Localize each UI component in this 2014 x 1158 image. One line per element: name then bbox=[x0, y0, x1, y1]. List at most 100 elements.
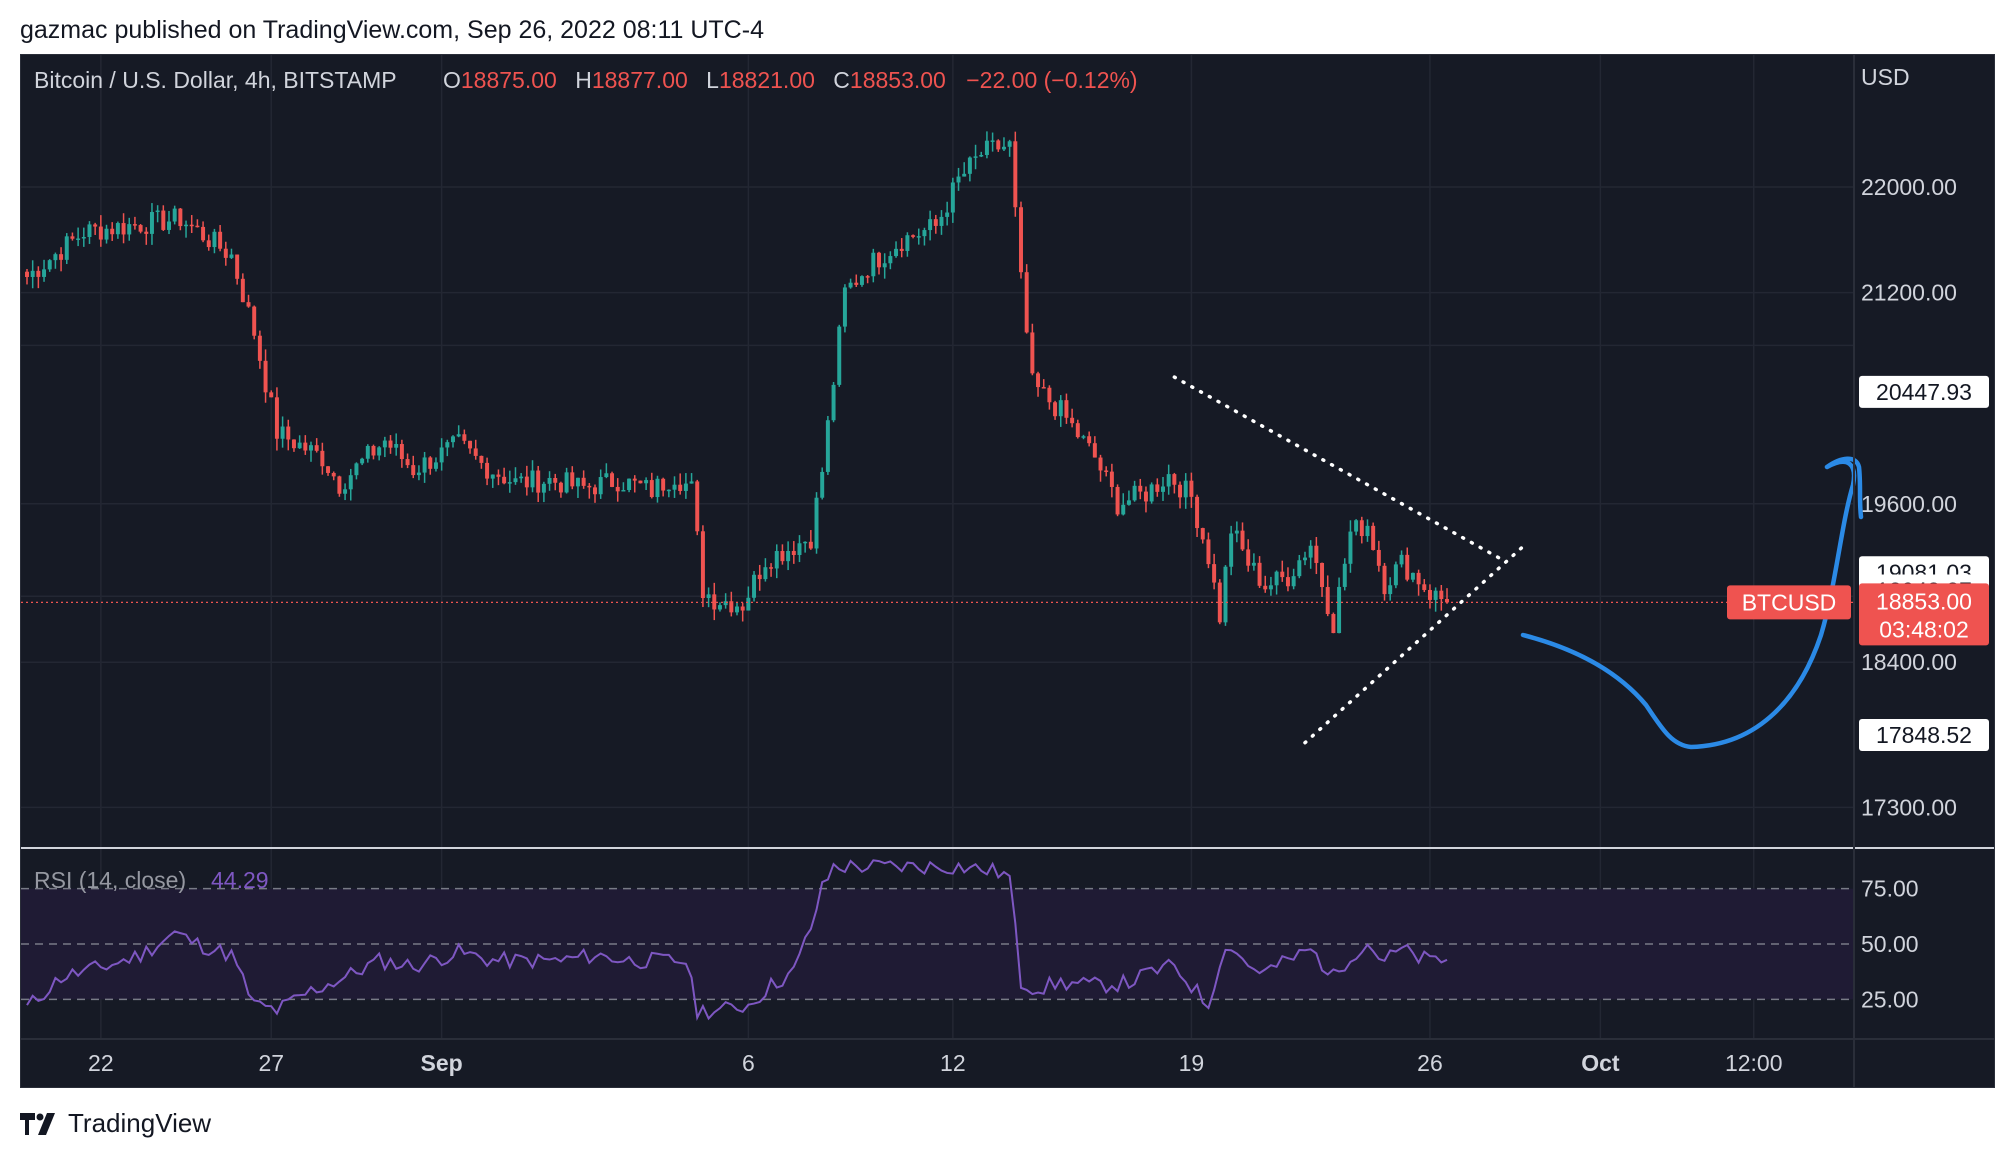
candle-body bbox=[547, 478, 552, 484]
candle-body bbox=[1371, 525, 1376, 550]
current-price-tag bbox=[1859, 583, 1989, 646]
candle-body bbox=[871, 252, 876, 277]
time-tick-label: 27 bbox=[258, 1050, 284, 1076]
candle-body bbox=[865, 276, 870, 278]
candle-body bbox=[394, 444, 399, 448]
candle-body bbox=[1058, 400, 1063, 417]
candle-body bbox=[519, 476, 524, 479]
candle-body bbox=[53, 254, 58, 261]
candle-body bbox=[1303, 557, 1307, 561]
high-label: H bbox=[575, 67, 592, 93]
candle-body bbox=[808, 541, 813, 549]
candle-body bbox=[1161, 486, 1165, 492]
candle-body bbox=[610, 473, 615, 487]
candle-body bbox=[309, 445, 313, 451]
candle-body bbox=[1251, 562, 1256, 566]
candle-body bbox=[899, 248, 904, 251]
candle-body bbox=[70, 236, 75, 239]
candle-body bbox=[1433, 590, 1438, 600]
candle-body bbox=[121, 223, 126, 235]
candle-body bbox=[683, 483, 688, 491]
time-tick-label: 12:00 bbox=[1725, 1050, 1783, 1076]
candle-body bbox=[950, 182, 955, 213]
candle-body bbox=[303, 442, 308, 451]
chart-container[interactable]: 22000.00 21200.00 19600.00 18400.00 17300.00… bbox=[20, 54, 1995, 1088]
candle-body bbox=[388, 440, 393, 448]
projection-drawing bbox=[1520, 456, 1864, 750]
candle-body bbox=[513, 478, 518, 483]
candle-body bbox=[575, 477, 580, 487]
time-tick-label: 6 bbox=[742, 1050, 755, 1076]
candle-body bbox=[558, 482, 563, 493]
candle-body bbox=[1246, 549, 1251, 566]
candle-body bbox=[172, 208, 177, 222]
candle-body bbox=[717, 605, 722, 610]
candle-body bbox=[189, 224, 194, 227]
candle-body bbox=[746, 597, 751, 611]
candle-body bbox=[1081, 436, 1086, 438]
candle-body bbox=[320, 450, 325, 467]
candle-body bbox=[371, 445, 376, 456]
candle-body bbox=[155, 210, 160, 213]
candle-body bbox=[1223, 566, 1228, 623]
symbol-tag bbox=[1727, 585, 1851, 620]
candle-body bbox=[905, 235, 910, 251]
candle-body bbox=[1427, 589, 1432, 600]
candle-body bbox=[598, 477, 603, 495]
candle-body bbox=[1314, 545, 1319, 563]
candle-body bbox=[1365, 525, 1370, 537]
candle-body bbox=[967, 157, 972, 174]
candle-body bbox=[644, 480, 649, 484]
candle-body bbox=[1098, 457, 1103, 471]
rsi-tick-label: 25.00 bbox=[1861, 986, 1919, 1012]
candle-body bbox=[132, 224, 137, 226]
current-price-label: 18853.00 bbox=[1876, 588, 1972, 614]
time-tick-label: 12 bbox=[940, 1050, 966, 1076]
candle-body bbox=[343, 489, 348, 494]
low-label: L bbox=[706, 67, 719, 93]
candle-body bbox=[1405, 554, 1410, 580]
candle-body bbox=[939, 216, 944, 226]
publish-line: gazmac published on TradingView.com, Sep… bbox=[20, 16, 764, 44]
candle-body bbox=[672, 484, 677, 490]
candle-body bbox=[757, 574, 762, 580]
candle-body bbox=[632, 478, 637, 481]
candle-body bbox=[326, 466, 331, 473]
candle-body bbox=[25, 271, 29, 277]
triangle-upper-trendline bbox=[1172, 375, 1506, 563]
candle-body bbox=[496, 474, 501, 477]
candle-body bbox=[593, 487, 597, 495]
candle-body bbox=[1041, 387, 1046, 389]
candle-body bbox=[1064, 400, 1069, 418]
candle-body bbox=[740, 606, 745, 611]
candle-body bbox=[1126, 500, 1131, 505]
candle-body bbox=[473, 448, 478, 456]
countdown-label: 03:48:02 bbox=[1879, 616, 1969, 642]
candle-body bbox=[1075, 423, 1080, 438]
close-label: C bbox=[833, 67, 850, 93]
candle-body bbox=[1053, 402, 1058, 417]
candle-body bbox=[786, 550, 791, 562]
chart-svg[interactable]: 22000.00 21200.00 19600.00 18400.00 17300.00… bbox=[21, 55, 1994, 1087]
candle-body bbox=[1138, 485, 1143, 492]
candle-body bbox=[1354, 520, 1359, 532]
candle-body bbox=[1274, 571, 1279, 586]
candle-body bbox=[1132, 485, 1137, 501]
candle-body bbox=[1268, 585, 1273, 590]
triangle-lower-trendline bbox=[1303, 541, 1529, 745]
candle-body bbox=[252, 306, 257, 336]
candle-body bbox=[1030, 332, 1035, 374]
candle-body bbox=[1155, 484, 1160, 492]
candle-body bbox=[962, 173, 967, 177]
candle-body bbox=[76, 238, 81, 240]
close-value: 18853.00 bbox=[850, 67, 946, 93]
price-marker-label: 17848.52 bbox=[1876, 722, 1972, 748]
rsi-label: RSI (14, close) bbox=[34, 867, 186, 893]
candle-body bbox=[877, 252, 881, 268]
price-tick-label: 19600.00 bbox=[1861, 491, 1957, 517]
candle-body bbox=[695, 481, 700, 532]
candle-body bbox=[564, 472, 569, 493]
candle-body bbox=[462, 434, 467, 441]
rsi-panel bbox=[21, 859, 1854, 1021]
candle-body bbox=[297, 442, 302, 449]
